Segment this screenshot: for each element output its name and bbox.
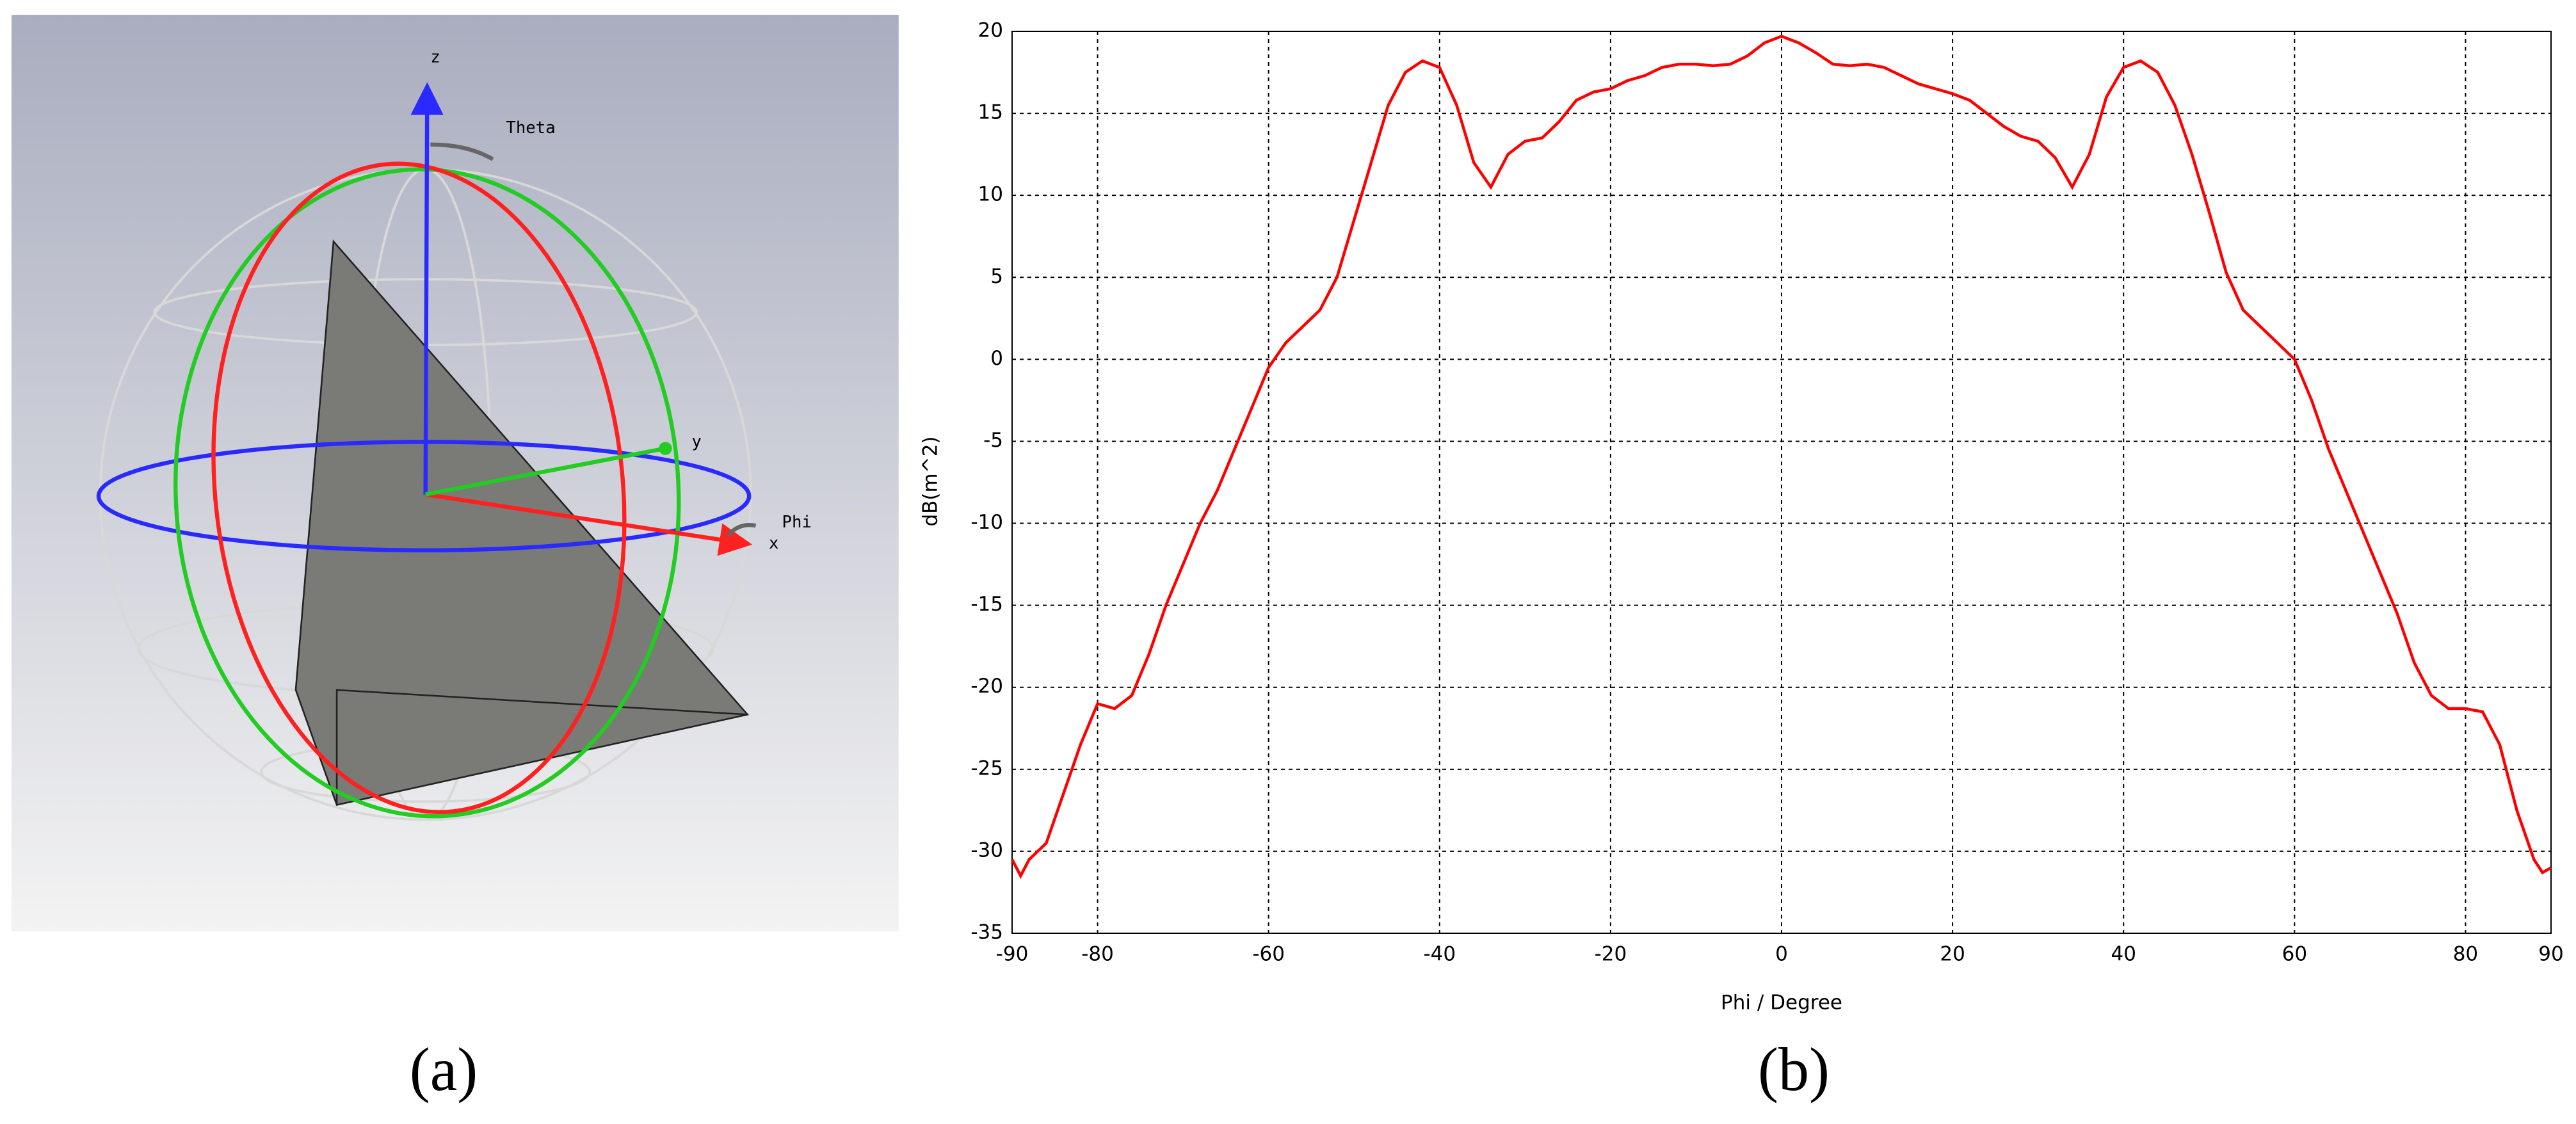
green-ring <box>173 167 681 819</box>
caption: (a) <box>410 1035 478 1104</box>
y-tick-label: -5 <box>983 429 1003 452</box>
x-tick-label: 60 <box>2282 943 2307 966</box>
z-axis <box>410 82 444 495</box>
y-tick-label: 0 <box>990 347 1003 370</box>
axis-label: Phi <box>782 513 812 532</box>
x-tick-label: 80 <box>2453 943 2478 966</box>
axis-label: Theta <box>506 118 555 138</box>
x-axis <box>425 492 753 556</box>
y-tick-label: 10 <box>978 183 1003 206</box>
plot-area <box>1011 31 2552 934</box>
y-axis <box>425 446 666 497</box>
y-axis-label: dB(m^2) <box>919 436 942 526</box>
data-line <box>1011 35 2552 879</box>
y-tick-label: 20 <box>978 19 1003 42</box>
x-tick-label: 40 <box>2111 943 2136 966</box>
y-tick-label: 5 <box>990 265 1003 288</box>
y-tick-label: -20 <box>970 675 1003 698</box>
x-axis-label: Phi / Degree <box>1721 992 1842 1015</box>
y-tick-label: -25 <box>970 757 1003 780</box>
y-tick-label: -35 <box>970 921 1003 944</box>
y-tick-label: -10 <box>970 511 1003 534</box>
x-tick-label: 20 <box>1940 943 1965 966</box>
y-tick-label: -30 <box>970 839 1003 862</box>
x-tick-label: 0 <box>1775 943 1788 966</box>
theta-arrow <box>430 142 494 161</box>
axis-label: z <box>430 48 440 67</box>
x-tick-label: 90 <box>2538 943 2563 966</box>
x-tick-label: -40 <box>1423 943 1456 966</box>
theta-ring <box>211 161 627 814</box>
caption: (b) <box>1758 1035 1830 1104</box>
y-tick-label: -15 <box>970 593 1003 616</box>
y-axis-tip <box>659 442 672 455</box>
axis-label: x <box>769 534 778 553</box>
panel-a: z Theta y Phi x <box>11 15 899 932</box>
x-tick-label: -60 <box>1252 943 1285 966</box>
x-tick-label: -80 <box>1081 943 1114 966</box>
phi-arrow <box>726 523 757 537</box>
y-tick-label: 15 <box>978 101 1003 124</box>
x-tick-label: -90 <box>996 943 1029 966</box>
x-tick-label: -20 <box>1595 943 1627 966</box>
axis-label: y <box>691 432 701 451</box>
target-edge <box>335 689 748 805</box>
